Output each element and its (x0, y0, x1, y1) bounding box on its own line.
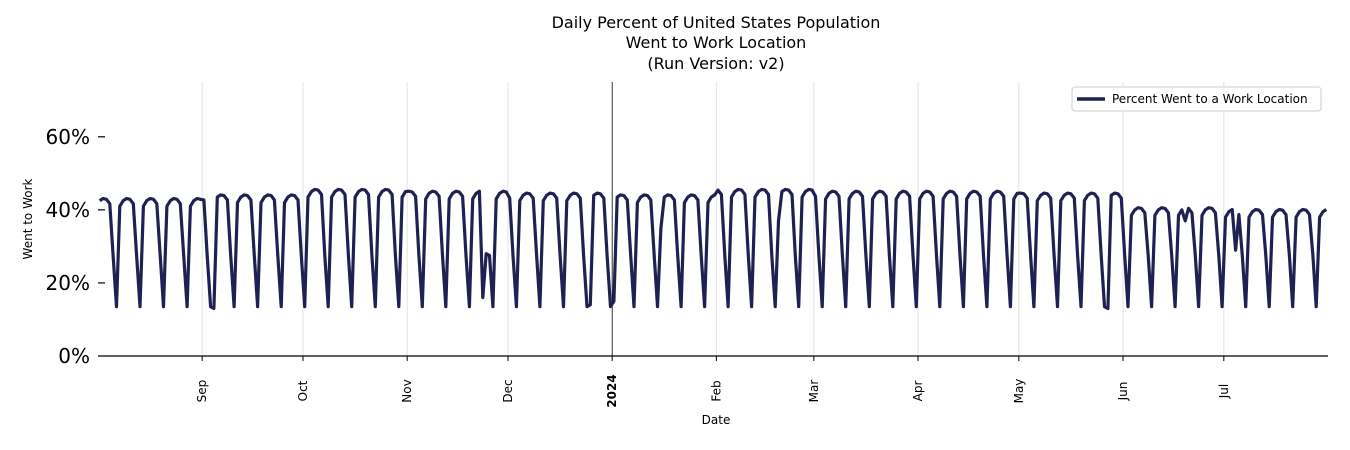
chart-title-line-3: (Run Version: v2) (647, 54, 784, 73)
legend-label: Percent Went to a Work Location (1112, 92, 1308, 106)
y-tick-label-60: 60% (46, 125, 90, 149)
series-layer (98, 187, 1328, 311)
x-tick-label-jul: Jul (1217, 384, 1231, 399)
chart-title-line-1: Daily Percent of United States Populatio… (552, 13, 881, 32)
series-line-percent-went-to-work (98, 187, 1328, 311)
x-tick-label-feb: Feb (709, 380, 723, 401)
y-axis-label: Went to Work (21, 178, 35, 259)
x-axis-label: Date (702, 413, 731, 427)
legend: Percent Went to a Work Location (1071, 86, 1322, 112)
chart-title-line-2: Went to Work Location (626, 33, 807, 52)
x-axis-ticks: Sep Oct Nov Dec 2024 Feb Mar Apr May Jun Jul (195, 356, 1231, 408)
legend-box (1071, 86, 1322, 112)
x-tick-label-2024: 2024 (605, 374, 619, 407)
x-tick-label-nov: Nov (400, 379, 414, 402)
x-tick-label-jun: Jun (1116, 382, 1130, 402)
y-axis-ticks: 0% 20% 40% 60% (46, 125, 105, 368)
x-tick-label-may: May (1012, 379, 1026, 404)
y-tick-label-0: 0% (58, 344, 90, 368)
x-tick-label-dec: Dec (501, 379, 515, 402)
x-tick-label-sep: Sep (195, 380, 209, 403)
x-tick-label-mar: Mar (807, 380, 821, 403)
x-tick-label-oct: Oct (296, 380, 310, 401)
y-tick-label-40: 40% (46, 198, 90, 222)
x-tick-label-apr: Apr (911, 381, 925, 402)
y-tick-label-20: 20% (46, 271, 90, 295)
